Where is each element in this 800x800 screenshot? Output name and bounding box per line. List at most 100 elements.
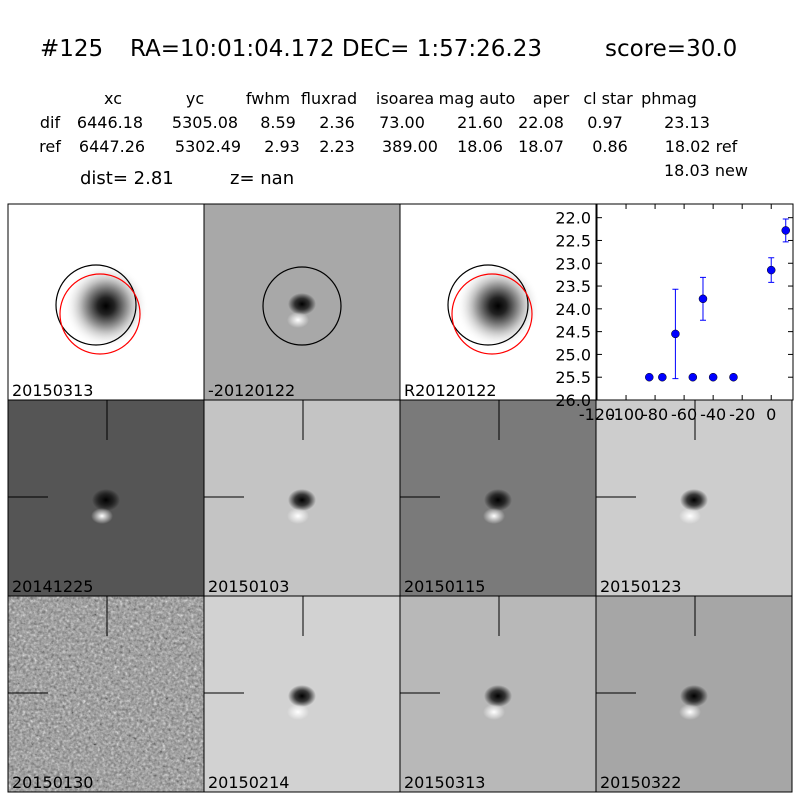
blob-dark [288,293,316,315]
chart-bg [596,203,794,401]
point [708,372,718,382]
y-tick-label: 26.0 [555,391,591,410]
column-header: xc [104,89,122,108]
lightcurve: 22.0 22.5 23.0 23.5 24.0 24.5 25.0 25.5 26.0-120… [555,203,794,424]
y-tick-label: 25.5 [555,368,591,387]
table-cell: 73.00 [379,113,425,132]
image-panel: 20150214 [203,595,401,793]
table-cell: 6447.26 [79,137,145,156]
point [671,329,680,339]
image-panel: 20150115 [399,399,597,597]
image-panel: 20150103 [203,399,401,597]
image-panel: 20150130 [7,595,205,793]
panel-frame [595,595,793,793]
table-note: 18.03 new [664,161,748,180]
x-tick-label: 0 [766,405,776,424]
image-panel: 20150313 [399,595,597,793]
blob-light [679,508,701,524]
aperture-ref [59,273,141,355]
blob-light [483,704,505,720]
aperture [447,264,529,346]
image-panel: -20120122 [203,203,401,401]
image-panel: 20141225 [7,399,205,597]
image [400,400,596,596]
table-cell: 2.23 [319,137,355,156]
image-panel: 20150123 [595,399,793,597]
y-tick-label: 22.5 [555,231,591,250]
table-cell: 23.13 [664,113,710,132]
point [781,226,790,235]
column-header: fwhm [246,89,290,108]
image [8,204,204,400]
table-cell: 21.60 [457,113,503,132]
blob-dark [92,489,120,511]
panel-label: 20150103 [208,577,289,596]
panel-label: 20150313 [12,381,93,400]
table-cell: 0.86 [592,137,628,156]
table-cell: 0.97 [587,113,623,132]
redshift: z= nan [230,168,294,189]
table-cell: dif [40,113,61,132]
dist: dist= 2.81 [80,168,174,189]
table-cell: 2.36 [319,113,355,132]
column-header: fluxrad [301,89,357,108]
image [204,400,400,596]
aperture-ref [451,273,533,355]
table-cell: 5305.08 [172,113,238,132]
blob-light [91,508,113,524]
blob-dark [680,685,708,707]
panel-label: 20150123 [600,577,681,596]
x-tick-label: -80 [642,405,668,424]
x-tick-label: -60 [671,405,697,424]
x-tick-label: -20 [729,405,755,424]
blob-dark [288,489,316,511]
blob-light [287,508,309,524]
table-cell: 8.59 [260,113,296,132]
x-tick-label: -120 [579,405,615,424]
coordinates: RA=10:01:04.172 DEC= 1:57:26.23 [130,36,542,62]
column-header: mag auto [439,89,516,108]
panel-label: 20150130 [12,773,93,792]
x-tick-label: -100 [608,405,644,424]
panel-label: R20120122 [404,381,497,400]
image [204,596,400,792]
point [698,294,708,304]
blob-dark [680,489,708,511]
noise [8,596,204,792]
panel-label: 20150115 [404,577,485,596]
column-header: phmag [641,89,697,108]
image [8,596,204,792]
x-tick-label: -40 [700,405,726,424]
image [596,596,792,792]
table-cell: 6446.18 [77,113,143,132]
panel-label: 20150322 [600,773,681,792]
image [204,204,400,400]
blob-dark [484,685,512,707]
table-cell: 18.06 [457,137,503,156]
panels: 20150313 -20120122 R20120122 20141225 201501… [7,203,793,793]
image-panel: 20150313 [7,203,205,401]
image-panel: 20150322 [595,595,793,793]
aperture [262,266,342,346]
table-cell: 18.07 [518,137,564,156]
table-cell: 5302.49 [175,137,241,156]
y-tick-label: 24.5 [555,323,591,342]
image-panel: R20120122 [399,203,597,401]
y-tick-label: 24.0 [555,300,591,319]
point [729,372,738,382]
candidate-id: #125 [40,36,103,62]
column-header: aper [533,89,570,108]
y-tick-label: 23.5 [555,277,591,296]
panel-label: -20120122 [208,381,295,400]
image [596,400,792,596]
point [645,372,654,382]
y-tick-label: 22.0 [555,209,591,228]
panel-label: 20150214 [208,773,289,792]
column-header: isoarea [376,89,434,108]
point [688,372,698,382]
column-header: cl star [583,89,633,108]
y-tick-label: 23.0 [555,254,591,273]
table-cell: ref [39,137,61,156]
point [766,265,776,275]
blob-dark [288,685,316,707]
